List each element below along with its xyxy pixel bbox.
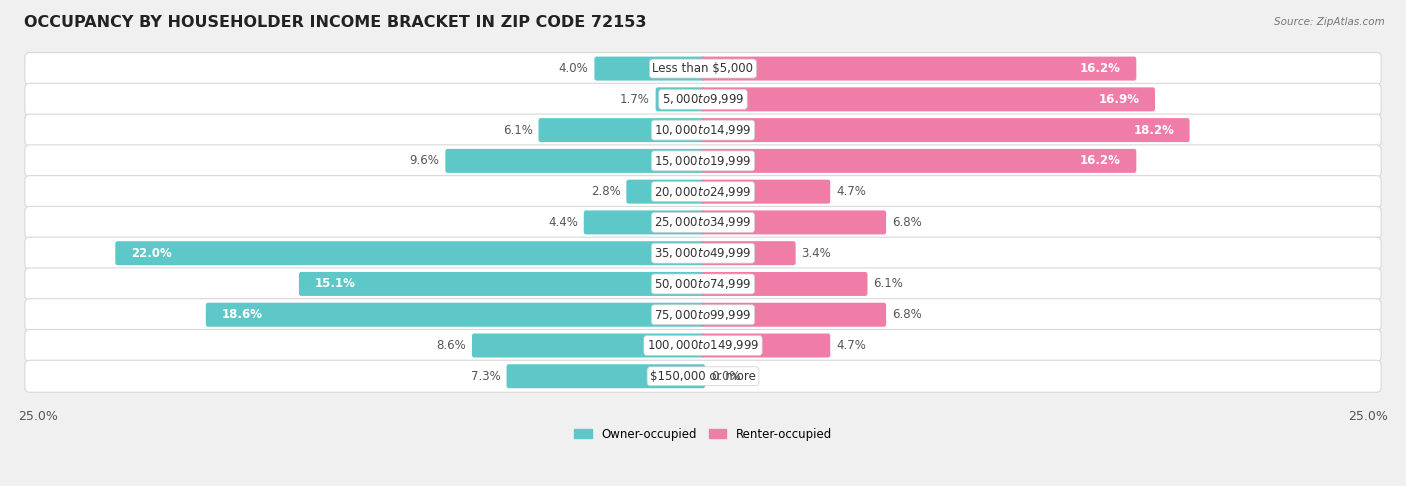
FancyBboxPatch shape [538, 118, 706, 142]
Text: 8.6%: 8.6% [436, 339, 467, 352]
FancyBboxPatch shape [205, 303, 706, 327]
FancyBboxPatch shape [25, 83, 1381, 115]
Text: 1.7%: 1.7% [620, 93, 650, 106]
FancyBboxPatch shape [595, 56, 706, 81]
Text: $35,000 to $49,999: $35,000 to $49,999 [654, 246, 752, 260]
Text: $10,000 to $14,999: $10,000 to $14,999 [654, 123, 752, 137]
Text: 4.0%: 4.0% [558, 62, 589, 75]
Text: 3.4%: 3.4% [801, 247, 831, 260]
FancyBboxPatch shape [506, 364, 706, 388]
Text: Source: ZipAtlas.com: Source: ZipAtlas.com [1274, 17, 1385, 27]
FancyBboxPatch shape [700, 149, 1136, 173]
Legend: Owner-occupied, Renter-occupied: Owner-occupied, Renter-occupied [569, 423, 837, 445]
FancyBboxPatch shape [25, 52, 1381, 85]
FancyBboxPatch shape [25, 237, 1381, 269]
Text: $100,000 to $149,999: $100,000 to $149,999 [647, 338, 759, 352]
Text: 18.6%: 18.6% [221, 308, 263, 321]
FancyBboxPatch shape [700, 118, 1189, 142]
Text: Less than $5,000: Less than $5,000 [652, 62, 754, 75]
Text: 4.4%: 4.4% [548, 216, 578, 229]
Text: 18.2%: 18.2% [1133, 123, 1174, 137]
Text: $50,000 to $74,999: $50,000 to $74,999 [654, 277, 752, 291]
FancyBboxPatch shape [700, 303, 886, 327]
FancyBboxPatch shape [446, 149, 706, 173]
FancyBboxPatch shape [25, 330, 1381, 362]
Text: $15,000 to $19,999: $15,000 to $19,999 [654, 154, 752, 168]
Text: 4.7%: 4.7% [837, 339, 866, 352]
Text: 7.3%: 7.3% [471, 370, 501, 383]
Text: 16.2%: 16.2% [1080, 155, 1121, 167]
FancyBboxPatch shape [25, 114, 1381, 146]
FancyBboxPatch shape [25, 175, 1381, 208]
Text: 0.0%: 0.0% [711, 370, 741, 383]
FancyBboxPatch shape [626, 180, 706, 204]
FancyBboxPatch shape [25, 268, 1381, 300]
Text: 15.1%: 15.1% [315, 278, 356, 291]
Text: 22.0%: 22.0% [131, 247, 172, 260]
FancyBboxPatch shape [25, 145, 1381, 177]
Text: 2.8%: 2.8% [591, 185, 620, 198]
FancyBboxPatch shape [299, 272, 706, 296]
FancyBboxPatch shape [700, 210, 886, 234]
FancyBboxPatch shape [700, 333, 830, 358]
Text: $5,000 to $9,999: $5,000 to $9,999 [662, 92, 744, 106]
Text: 4.7%: 4.7% [837, 185, 866, 198]
Text: $150,000 or more: $150,000 or more [650, 370, 756, 383]
Text: 16.9%: 16.9% [1098, 93, 1139, 106]
Text: 16.2%: 16.2% [1080, 62, 1121, 75]
FancyBboxPatch shape [700, 180, 830, 204]
FancyBboxPatch shape [25, 360, 1381, 392]
FancyBboxPatch shape [655, 87, 706, 111]
FancyBboxPatch shape [583, 210, 706, 234]
Text: 6.1%: 6.1% [503, 123, 533, 137]
Text: $20,000 to $24,999: $20,000 to $24,999 [654, 185, 752, 199]
Text: 6.8%: 6.8% [891, 308, 922, 321]
FancyBboxPatch shape [25, 207, 1381, 239]
Text: $75,000 to $99,999: $75,000 to $99,999 [654, 308, 752, 322]
FancyBboxPatch shape [700, 272, 868, 296]
FancyBboxPatch shape [700, 56, 1136, 81]
FancyBboxPatch shape [700, 241, 796, 265]
Text: 9.6%: 9.6% [409, 155, 440, 167]
FancyBboxPatch shape [115, 241, 706, 265]
Text: OCCUPANCY BY HOUSEHOLDER INCOME BRACKET IN ZIP CODE 72153: OCCUPANCY BY HOUSEHOLDER INCOME BRACKET … [24, 15, 647, 30]
FancyBboxPatch shape [472, 333, 706, 358]
FancyBboxPatch shape [700, 87, 1154, 111]
Text: 6.8%: 6.8% [891, 216, 922, 229]
FancyBboxPatch shape [25, 299, 1381, 331]
Text: $25,000 to $34,999: $25,000 to $34,999 [654, 215, 752, 229]
Text: 6.1%: 6.1% [873, 278, 903, 291]
